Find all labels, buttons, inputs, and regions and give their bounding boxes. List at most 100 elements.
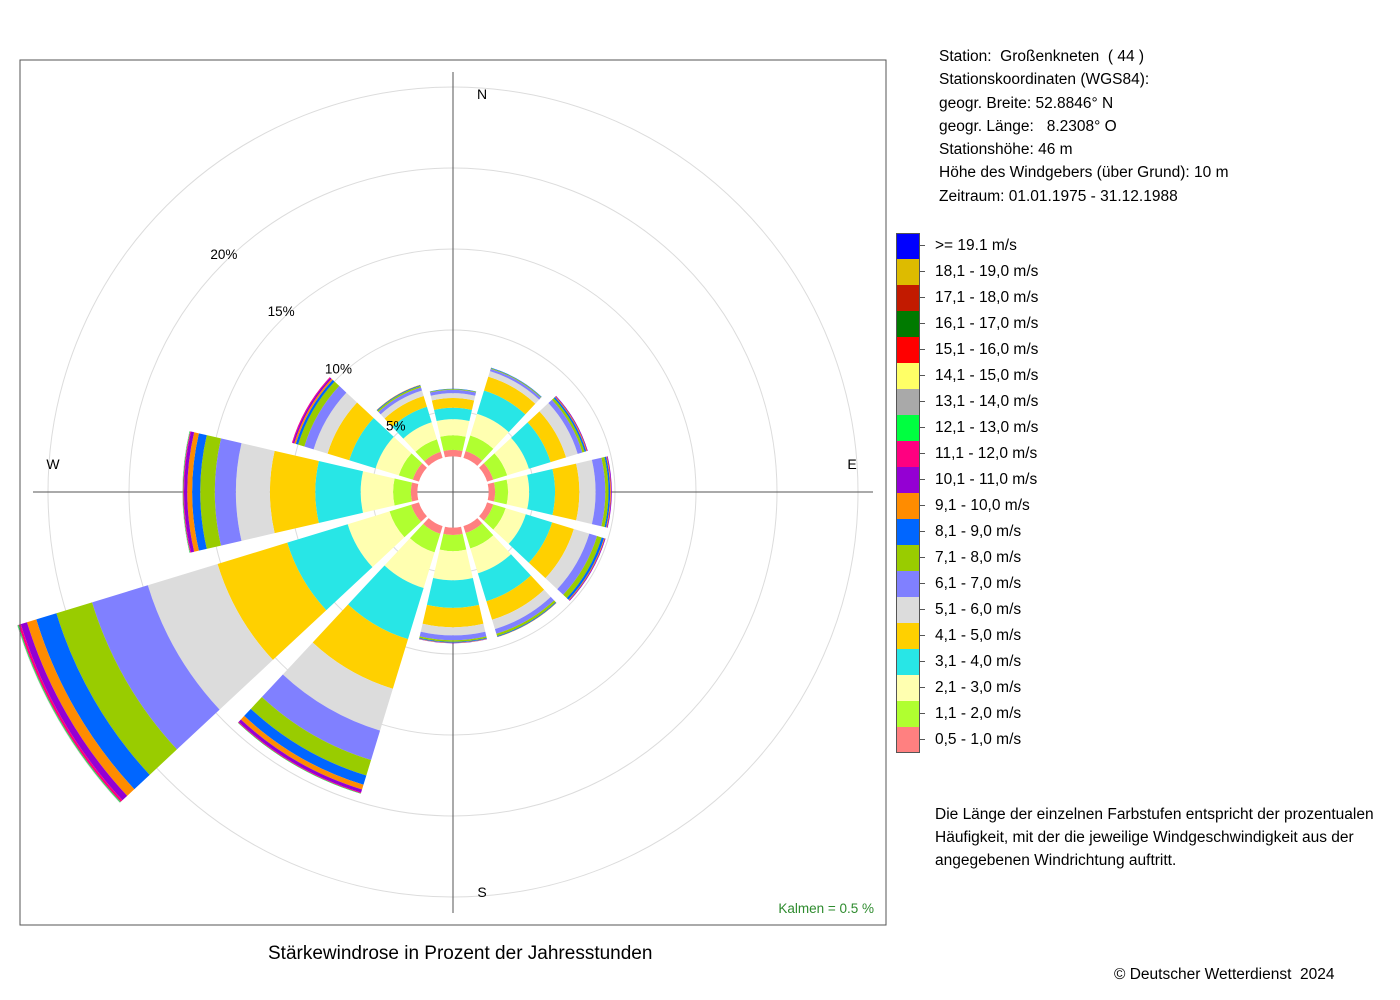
sector-band <box>443 449 463 458</box>
longitude-line: geogr. Länge: 8.2308° O <box>939 117 1117 135</box>
sector-band <box>419 638 487 643</box>
sector-0 <box>429 388 477 458</box>
sector-band <box>182 431 190 553</box>
legend-swatch <box>896 493 920 519</box>
sector-band <box>419 638 487 643</box>
sector-band <box>477 554 531 602</box>
sector-band <box>415 439 441 462</box>
sector-band <box>548 399 583 454</box>
sector-band <box>604 456 611 528</box>
sector-band <box>419 636 487 642</box>
sector-band <box>269 450 319 534</box>
sector-band <box>429 389 477 393</box>
sector-150 <box>463 518 557 638</box>
legend-swatch <box>896 467 920 493</box>
legend-label: >= 19.1 m/s <box>935 237 1017 254</box>
legend-label: 2,1 - 3,0 m/s <box>935 679 1022 696</box>
sector-band <box>412 463 427 482</box>
sector-band <box>563 536 602 599</box>
sector-band <box>347 511 405 568</box>
sector-band <box>419 631 487 641</box>
legend-swatch <box>896 649 920 675</box>
sector-band <box>470 535 512 574</box>
sector-band <box>553 396 587 452</box>
sector-band <box>465 523 494 549</box>
compass-axes <box>33 72 873 913</box>
legend-label: 8,1 - 9,0 m/s <box>935 523 1022 540</box>
sector-band <box>551 398 585 453</box>
sector-band <box>429 388 477 392</box>
sector-210 <box>237 518 443 794</box>
sector-band <box>465 435 494 461</box>
legend-tick <box>920 401 925 402</box>
sector-band <box>430 389 476 396</box>
sector-band <box>601 457 609 527</box>
sector-band <box>244 708 367 785</box>
legend-label: 12,1 - 13,0 m/s <box>935 419 1039 436</box>
station-line: Station: Großenkneten ( 44 ) <box>939 48 1145 65</box>
legend-tick <box>920 375 925 376</box>
legend-label: 14,1 - 15,0 m/s <box>935 367 1039 384</box>
legend-swatch <box>896 311 920 337</box>
sensor-height-line: Höhe des Windgebers (über Grund): 10 m <box>939 164 1229 182</box>
period-line: Zeitraum: 01.01.1975 - 31.12.1988 <box>939 187 1178 205</box>
legend-label: 0,5 - 1,0 m/s <box>935 731 1022 748</box>
sector-band <box>214 438 242 546</box>
sector-band <box>217 542 327 660</box>
sector-band <box>489 368 541 400</box>
sector-band <box>384 395 427 427</box>
sector-band <box>424 451 443 466</box>
sector-band <box>486 575 545 620</box>
sector-band <box>552 463 580 521</box>
legend-tick <box>920 505 925 506</box>
compass-labels: N E S W <box>46 86 856 900</box>
sector-band <box>392 406 432 439</box>
coordinates-heading: Stationskoordinaten (WGS84): <box>939 71 1150 89</box>
sector-band <box>349 417 394 469</box>
legend-tick <box>920 609 925 610</box>
legend-swatch <box>896 675 920 701</box>
sector-band <box>606 456 611 528</box>
legend-tick <box>920 687 925 688</box>
legend-swatch <box>896 259 920 285</box>
legend-swatch <box>896 389 920 415</box>
compass-label-n: N <box>477 86 487 102</box>
compass-label-w: W <box>46 456 60 472</box>
sector-band <box>235 443 275 541</box>
legend-swatch <box>896 727 920 753</box>
sector-band <box>36 613 150 790</box>
sector-band <box>420 623 486 636</box>
sector-band <box>295 379 335 445</box>
legend-label: 11,1 - 12,0 m/s <box>935 445 1038 462</box>
radial-tick-label: 10% <box>325 361 352 376</box>
radial-tick-labels: 5% 10% 15% 20% <box>210 247 405 434</box>
legend-tick <box>920 713 925 714</box>
legend-swatch <box>896 597 920 623</box>
legend-swatch <box>896 571 920 597</box>
sector-band <box>315 461 364 523</box>
sector-band <box>476 390 526 433</box>
sector-band <box>378 387 422 415</box>
sector-band <box>493 508 526 544</box>
sector-band <box>287 524 373 611</box>
compass-label-e: E <box>847 456 856 472</box>
sector-30 <box>463 367 542 466</box>
legend-swatch <box>896 337 920 363</box>
sector-band <box>411 502 427 522</box>
sector-band <box>527 411 567 463</box>
compass-label-s: S <box>477 884 486 900</box>
sector-band <box>436 419 470 437</box>
legend-tick <box>920 245 925 246</box>
direction-sectors <box>17 367 612 803</box>
description-line: Die Länge der einzelnen Farbstufen entsp… <box>935 806 1374 823</box>
legend-label: 3,1 - 4,0 m/s <box>935 653 1022 670</box>
description-line: Häufigkeit, mit der die jeweilige Windge… <box>935 829 1354 846</box>
legend-tick <box>920 297 925 298</box>
sector-band <box>528 522 574 579</box>
sector-band <box>433 549 473 581</box>
sector-band <box>479 502 494 521</box>
sector-band <box>539 403 578 458</box>
sector-band <box>479 463 494 482</box>
sector-band <box>375 436 412 476</box>
sector-band <box>56 602 177 775</box>
